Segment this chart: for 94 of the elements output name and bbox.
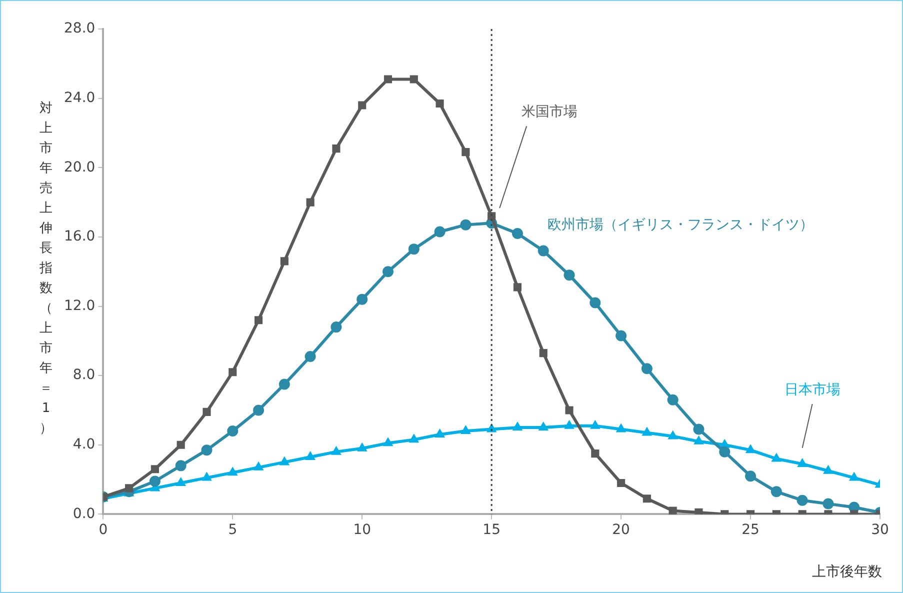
- point: [822, 498, 834, 510]
- point: [434, 428, 445, 438]
- point: [149, 476, 160, 487]
- point: [409, 434, 419, 443]
- x-tick-label: 5: [228, 522, 238, 538]
- point: [538, 245, 549, 256]
- point: [280, 456, 290, 466]
- x-tick-label: 30: [871, 522, 889, 538]
- text: 米国市場: [522, 104, 578, 120]
- point: [280, 257, 288, 266]
- x-tick-label: 25: [742, 522, 760, 538]
- point: [745, 470, 756, 482]
- y-tick-label: 12.0: [64, 298, 96, 314]
- y-tick-label: 16.0: [64, 228, 96, 245]
- y-tick-label: 4.0: [72, 436, 96, 453]
- point: [512, 422, 522, 431]
- y-tick-label: 28.0: [64, 20, 96, 37]
- point: [253, 404, 264, 416]
- point: [796, 494, 808, 506]
- point: [331, 446, 342, 455]
- point: [564, 420, 574, 429]
- point: [694, 508, 703, 514]
- point: [462, 148, 470, 156]
- point: [278, 378, 290, 390]
- point: [201, 444, 212, 456]
- y-tick-label: 0.0: [72, 506, 96, 522]
- point: [694, 436, 704, 444]
- point: [304, 351, 316, 362]
- point: [668, 430, 678, 440]
- point: [384, 75, 392, 84]
- point: [202, 472, 212, 481]
- point: [356, 294, 368, 305]
- point: [460, 426, 471, 434]
- point: [564, 270, 575, 281]
- point: [176, 478, 186, 486]
- x-axis-title: 上市後年数: [812, 563, 882, 581]
- point: [383, 438, 393, 446]
- point: [332, 144, 340, 153]
- point: [150, 465, 159, 474]
- point: [565, 406, 574, 414]
- point: [770, 486, 782, 498]
- series-label: 欧州市場（イギリス・フランス・ドイツ）: [547, 216, 814, 233]
- point: [513, 283, 522, 292]
- point: [590, 420, 600, 429]
- point: [668, 506, 677, 514]
- point: [176, 440, 185, 449]
- y-tick-label: 20.0: [64, 159, 96, 176]
- point: [330, 322, 342, 333]
- point: [719, 446, 730, 458]
- point: [591, 450, 600, 458]
- point: [408, 244, 420, 255]
- point: [538, 422, 548, 431]
- point: [228, 467, 238, 476]
- point: [797, 458, 808, 467]
- point: [642, 427, 652, 436]
- point: [410, 75, 418, 84]
- point: [254, 462, 264, 470]
- point: [306, 198, 314, 206]
- point: [539, 349, 548, 358]
- y-tick-label: 8.0: [72, 367, 96, 384]
- point: [254, 316, 263, 324]
- point: [382, 266, 394, 278]
- x-tick-label: 10: [353, 522, 372, 538]
- point: [590, 297, 601, 308]
- point: [772, 453, 782, 462]
- point: [512, 228, 523, 239]
- point: [849, 472, 859, 481]
- point: [642, 494, 651, 503]
- y-tick-label: 24.0: [64, 90, 96, 106]
- point: [460, 219, 472, 230]
- x-tick-label: 0: [98, 522, 108, 538]
- point: [693, 424, 704, 435]
- point: [434, 226, 446, 238]
- text: 対上市年売上伸長指数（上市年＝1）: [40, 101, 52, 436]
- point: [641, 363, 652, 374]
- point: [616, 424, 626, 432]
- point: [823, 465, 834, 474]
- point: [305, 452, 316, 460]
- text: 日本市場: [784, 382, 840, 398]
- point: [227, 426, 238, 437]
- point: [357, 442, 367, 452]
- point: [175, 460, 186, 472]
- x-tick-label: 15: [482, 522, 500, 538]
- point: [125, 484, 134, 492]
- point: [667, 394, 678, 406]
- point: [202, 408, 211, 416]
- point: [358, 101, 366, 110]
- point: [616, 330, 627, 342]
- point: [228, 368, 237, 376]
- point: [488, 212, 496, 220]
- x-tick-label: 20: [612, 522, 630, 538]
- point: [436, 99, 444, 108]
- point: [746, 444, 756, 454]
- point: [617, 478, 626, 488]
